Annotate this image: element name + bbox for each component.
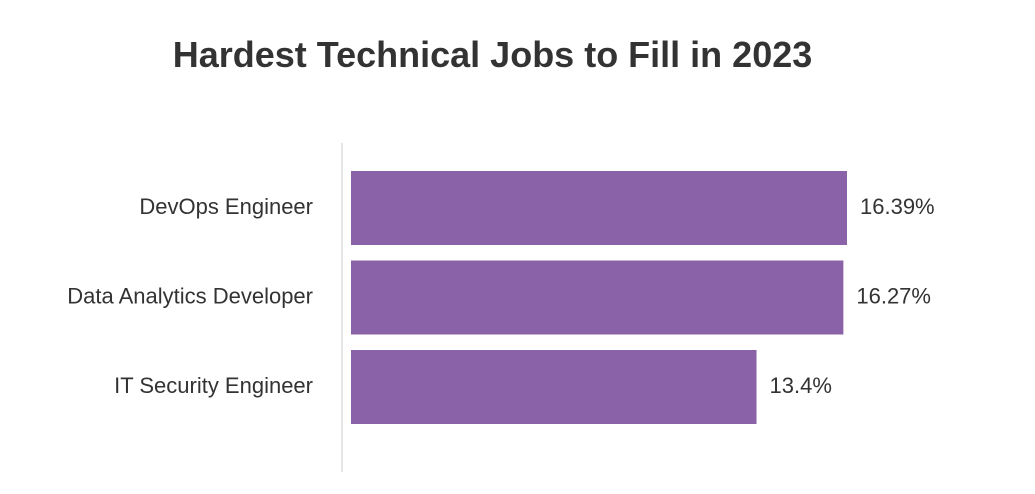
bar-2: [351, 350, 757, 424]
chart-title: Hardest Technical Jobs to Fill in 2023: [172, 34, 813, 75]
category-label-1: Data Analytics Developer: [67, 283, 313, 308]
bar-0: [351, 171, 847, 245]
value-label-1: 16.27%: [856, 283, 931, 308]
bars-group: DevOps Engineer 16.39% Data Analytics Deve…: [67, 171, 935, 424]
category-label-0: DevOps Engineer: [139, 194, 313, 219]
value-label-0: 16.39%: [860, 194, 935, 219]
value-label-2: 13.4%: [770, 373, 832, 398]
category-label-2: IT Security Engineer: [114, 373, 313, 398]
bar-1: [351, 260, 844, 335]
